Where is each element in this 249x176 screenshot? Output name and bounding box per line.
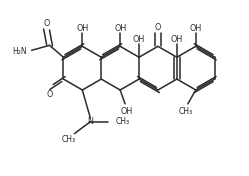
Text: OH: OH bbox=[133, 35, 145, 44]
Text: CH₃: CH₃ bbox=[179, 107, 193, 116]
Text: CH₃: CH₃ bbox=[116, 117, 130, 126]
Text: OH: OH bbox=[171, 35, 183, 44]
Text: CH₃: CH₃ bbox=[62, 135, 75, 144]
Text: OH: OH bbox=[114, 24, 126, 33]
Text: OH: OH bbox=[76, 24, 88, 33]
Text: OH: OH bbox=[190, 24, 202, 33]
Text: OH: OH bbox=[121, 107, 133, 116]
Text: N: N bbox=[87, 117, 93, 126]
Text: O: O bbox=[155, 23, 161, 32]
Text: O: O bbox=[46, 90, 53, 99]
Text: H₂N: H₂N bbox=[12, 47, 27, 56]
Text: O: O bbox=[43, 19, 50, 28]
